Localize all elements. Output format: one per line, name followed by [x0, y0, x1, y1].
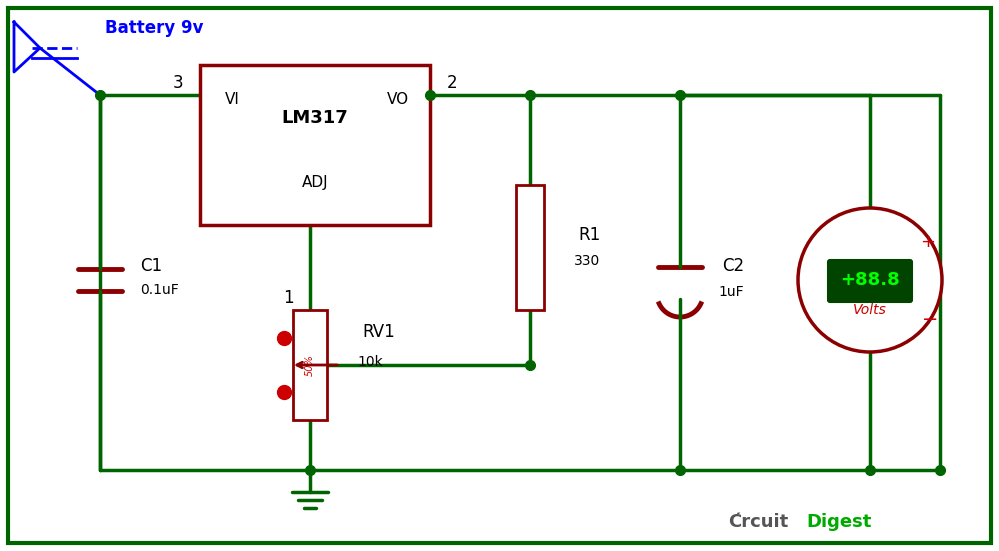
Bar	[516, 185, 544, 310]
Text: VO: VO	[387, 93, 409, 107]
Text: 1uF: 1uF	[718, 285, 743, 299]
Text: ADJ: ADJ	[302, 175, 329, 190]
Text: 1: 1	[283, 289, 294, 307]
Text: 3: 3	[173, 74, 183, 92]
Text: Volts: Volts	[853, 303, 887, 317]
Text: Digest: Digest	[806, 513, 871, 531]
Text: R1: R1	[578, 226, 600, 244]
Text: 330: 330	[574, 254, 600, 268]
Text: Battery 9v: Battery 9v	[105, 19, 204, 37]
Text: +88.8: +88.8	[840, 271, 900, 289]
Bar	[293, 310, 327, 420]
Circle shape	[798, 208, 942, 352]
Text: VI: VI	[225, 93, 240, 107]
Bar	[200, 65, 430, 225]
Text: 50%: 50%	[305, 354, 315, 376]
Text: C2: C2	[722, 257, 744, 275]
Text: 2: 2	[447, 74, 458, 92]
Text: −: −	[922, 311, 938, 329]
Text: Ćrcuit: Ćrcuit	[728, 513, 788, 531]
Text: C1: C1	[140, 257, 162, 275]
FancyBboxPatch shape	[828, 260, 912, 302]
Text: LM317: LM317	[282, 109, 349, 127]
Text: 10k: 10k	[357, 355, 383, 369]
Text: 0.1uF: 0.1uF	[140, 283, 179, 297]
Text: +: +	[920, 233, 935, 251]
Text: RV1: RV1	[362, 323, 395, 341]
